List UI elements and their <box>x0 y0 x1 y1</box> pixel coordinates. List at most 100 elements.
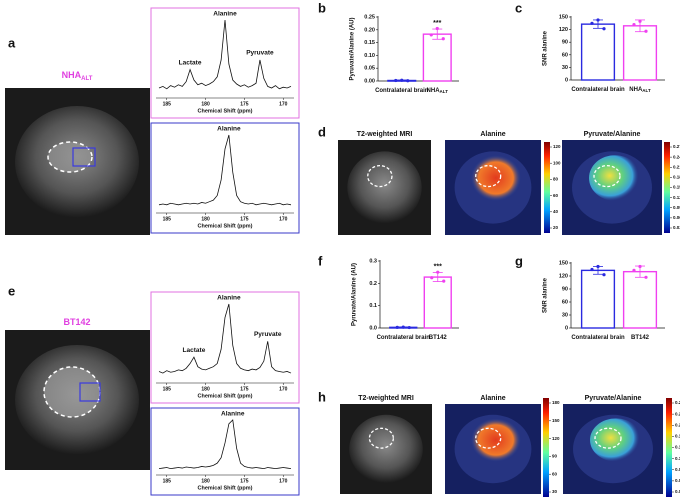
roi <box>594 427 622 449</box>
roi <box>593 165 621 188</box>
colorbar-tick-label: 100 <box>553 160 561 165</box>
panel-label: b <box>318 0 326 15</box>
colorbar-tick-label: 30 <box>552 489 558 494</box>
roi <box>368 427 395 449</box>
colorbar-tick-label: 150 <box>552 418 560 423</box>
colorbar-tick-label: 0.27 <box>673 144 680 149</box>
y-tick-label: 0.15 <box>364 40 375 46</box>
spectrum-frame <box>150 291 300 404</box>
y-tick-label: 0.3 <box>369 258 377 264</box>
colorbar-tick-label: 0.15 <box>673 185 680 190</box>
x-tick-label: NHAALT <box>427 88 449 95</box>
title-text: BT142 <box>63 317 90 327</box>
colorbar-tick-label: 40 <box>553 209 559 214</box>
bar <box>423 276 452 329</box>
category-subscript: ALT <box>440 89 449 94</box>
map-title: T2-weighted MRI <box>358 395 414 402</box>
x-axis-label: Chemical Shift (ppm) <box>197 223 252 229</box>
colorbar <box>664 142 670 233</box>
y-tick-label: 30 <box>562 312 568 318</box>
bar <box>422 33 452 82</box>
roi <box>475 165 502 188</box>
significance: *** <box>434 263 442 270</box>
data-point <box>632 268 636 272</box>
colorbar-tick-label: 180 <box>552 400 560 405</box>
y-axis-label: Pyruvate/Alanine (AU) <box>350 17 356 80</box>
x-tick-label: 175 <box>240 216 249 222</box>
y-tick-label: 0.1 <box>369 303 377 309</box>
colorbar-tick-label: 80 <box>553 177 559 182</box>
data-point <box>401 325 405 329</box>
spectrum-frame <box>150 122 300 234</box>
mri-title: NHAALT <box>62 70 93 81</box>
spectrum-frame <box>150 7 300 119</box>
panel-label: h <box>318 389 326 404</box>
category-text: Contralateral brain <box>377 335 431 341</box>
data-point <box>395 325 399 329</box>
data-point <box>435 26 439 31</box>
roi <box>475 427 502 449</box>
colorbar-tick-label: 0.18 <box>675 434 680 439</box>
y-tick-label: 120 <box>559 273 568 279</box>
data-point <box>394 78 398 83</box>
panel-label: a <box>8 35 16 50</box>
overlay <box>470 155 521 201</box>
x-tick-label: 180 <box>201 101 210 107</box>
overlay <box>590 418 642 462</box>
x-tick-label: 175 <box>240 478 249 484</box>
y-tick-label: 0 <box>565 325 568 331</box>
map-title: Pyruvate/Alanine <box>585 395 642 402</box>
y-tick-label: 0.25 <box>364 14 375 20</box>
data-point <box>429 33 433 37</box>
x-tick-label: NHAALT <box>629 87 651 94</box>
colorbar-tick-label: 0.12 <box>673 195 680 200</box>
panel-label: g <box>515 253 523 268</box>
x-tick-label: 180 <box>201 386 210 392</box>
y-tick-label: 30 <box>562 65 568 71</box>
brain <box>347 151 422 224</box>
peak-label: Pyruvate <box>254 331 282 338</box>
y-tick-label: 0.00 <box>364 78 375 84</box>
colorbar-tick-label: 0.03 <box>675 489 680 494</box>
y-tick-label: 0 <box>565 77 568 83</box>
colorbar <box>543 398 549 497</box>
data-point <box>407 325 411 330</box>
x-tick-label: 185 <box>163 216 172 222</box>
y-axis-label: SNR alanine <box>543 277 549 313</box>
peak-label: Lactate <box>183 347 206 354</box>
mri-image <box>5 330 150 470</box>
spectrum-line <box>158 419 292 470</box>
category-text: Contralateral brain <box>571 87 625 93</box>
spectrum-frame <box>150 407 300 496</box>
map-image <box>445 140 541 235</box>
mri-image <box>5 88 150 235</box>
colorbar-tick-label: 0.21 <box>673 164 680 169</box>
x-tick-label: 185 <box>163 101 172 107</box>
colorbar-tick-label: 0.09 <box>675 467 680 472</box>
data-point <box>430 276 434 280</box>
map-title: Pyruvate/Alanine <box>584 131 641 138</box>
x-tick-label: 180 <box>201 478 210 484</box>
map-image <box>562 140 662 235</box>
y-tick-label: 0.10 <box>364 53 375 59</box>
x-tick-label: 185 <box>163 386 172 392</box>
data-point <box>596 264 600 269</box>
x-tick-label: Contralateral brain <box>377 335 431 341</box>
map-image <box>445 404 541 494</box>
y-tick-label: 0.2 <box>369 281 377 287</box>
data-point <box>638 264 642 269</box>
colorbar-tick-label: 0.27 <box>675 400 680 405</box>
roi <box>367 165 393 188</box>
x-axis-label: Chemical Shift (ppm) <box>197 108 252 114</box>
bar <box>580 269 616 329</box>
data-point <box>442 279 446 283</box>
x-tick-label: BT142 <box>631 335 650 341</box>
panel-label: f <box>318 253 323 268</box>
y-tick-label: 0.0 <box>369 325 377 331</box>
bar <box>622 25 658 81</box>
data-point <box>638 19 642 23</box>
colorbar-tick-label: 60 <box>552 471 558 476</box>
y-tick-label: 150 <box>559 14 568 20</box>
colorbar-tick-label: 0.18 <box>673 175 680 180</box>
